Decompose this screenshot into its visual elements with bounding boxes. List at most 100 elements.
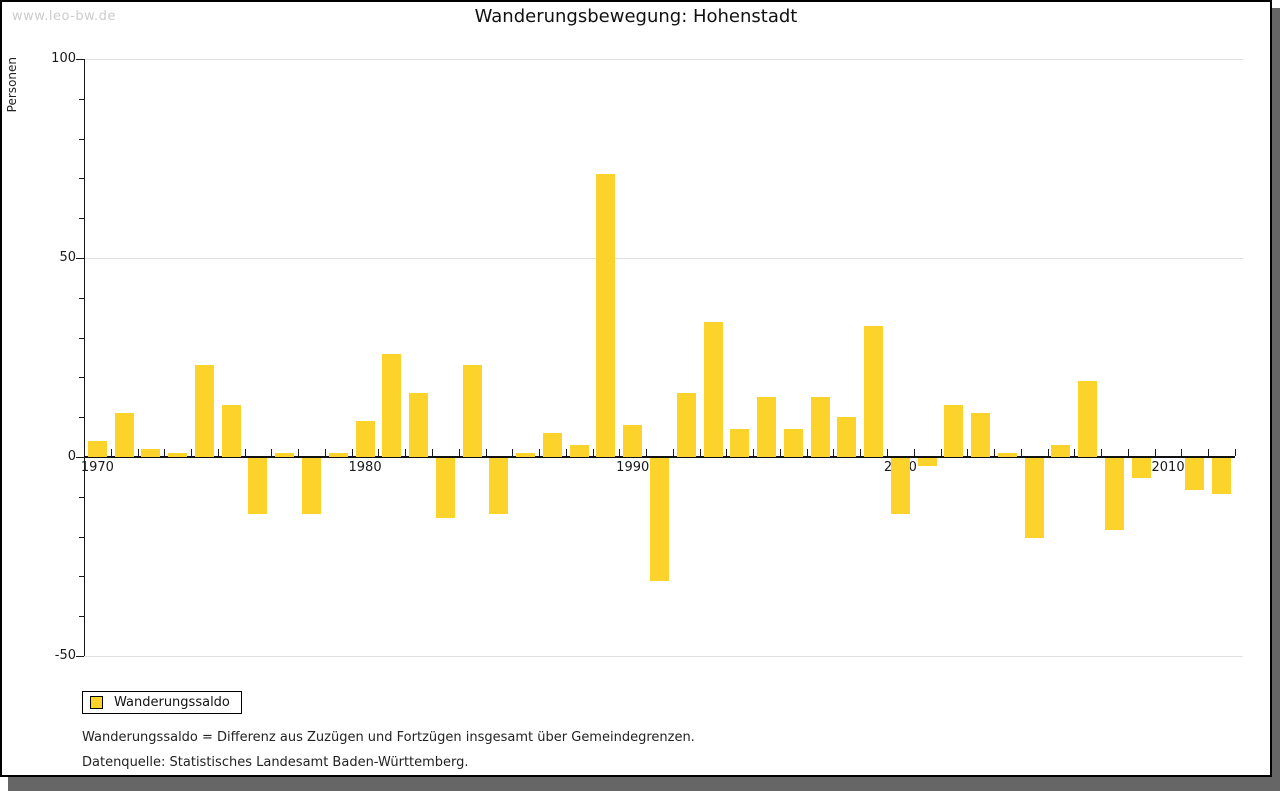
bar-1983 <box>435 458 455 518</box>
x-tick-3 <box>164 449 166 456</box>
legend: Wanderungssaldo <box>82 691 242 714</box>
y-tick-40 <box>79 297 84 299</box>
y-tick-50 <box>76 258 84 259</box>
x-tick-31 <box>913 449 915 456</box>
x-tick-label-1970: 1970 <box>80 460 114 475</box>
x-tick-12 <box>405 449 407 456</box>
x-tick-13 <box>431 449 433 456</box>
x-tick-29 <box>860 449 862 456</box>
legend-label: Wanderungssaldo <box>114 695 230 710</box>
chart-title: Wanderungsbewegung: Hohenstadt <box>474 6 798 27</box>
y-axis-line <box>84 59 85 656</box>
bar-1977 <box>275 453 295 457</box>
bar-1971 <box>114 413 134 457</box>
y-tick-label--50: -50 <box>54 648 76 663</box>
bar-1985 <box>489 458 509 514</box>
bar-2001 <box>917 458 937 466</box>
y-tick--40 <box>79 616 84 618</box>
x-tick-9 <box>324 449 326 456</box>
y-tick-60 <box>79 218 84 220</box>
bar-2002 <box>944 405 964 457</box>
bar-2004 <box>997 453 1017 457</box>
bar-1979 <box>328 453 348 457</box>
window-shadow-bottom <box>8 777 1280 791</box>
bar-1975 <box>221 405 241 457</box>
x-tick-39 <box>1127 449 1129 456</box>
bar-1993 <box>703 321 723 457</box>
gridline-50 <box>84 258 1243 259</box>
x-tick-label-1990: 1990 <box>616 460 650 475</box>
bar-2011 <box>1185 458 1205 490</box>
y-tick-100 <box>76 59 84 60</box>
x-tick-43 <box>1234 449 1236 456</box>
bar-1992 <box>676 393 696 457</box>
bar-1987 <box>542 433 562 457</box>
y-tick-label-100: 100 <box>51 51 76 66</box>
y-tick--50 <box>76 656 84 657</box>
y-tick-70 <box>79 178 84 180</box>
y-tick--10 <box>79 496 84 498</box>
x-tick-15 <box>485 449 487 456</box>
x-tick-41 <box>1181 449 1183 456</box>
x-tick-40 <box>1154 449 1156 456</box>
y-tick-90 <box>79 98 84 100</box>
bar-1972 <box>141 449 161 457</box>
footnote-source: Datenquelle: Statistisches Landesamt Bad… <box>82 755 469 770</box>
bar-1990 <box>623 425 643 457</box>
x-tick-label-1980: 1980 <box>348 460 382 475</box>
bar-1989 <box>596 174 616 457</box>
bar-1981 <box>382 353 402 457</box>
bar-2000 <box>890 458 910 514</box>
x-tick-28 <box>833 449 835 456</box>
x-tick-22 <box>672 449 674 456</box>
x-tick-42 <box>1208 449 1210 456</box>
bar-1996 <box>783 429 803 457</box>
bar-1970 <box>87 441 107 457</box>
x-tick-33 <box>967 449 969 456</box>
y-tick--20 <box>79 536 84 538</box>
footnote-definition: Wanderungssaldo = Differenz aus Zuzügen … <box>82 730 695 745</box>
x-tick-27 <box>806 449 808 456</box>
bar-1998 <box>837 417 857 457</box>
x-tick-32 <box>940 449 942 456</box>
gridline--50 <box>84 656 1243 657</box>
x-tick-0 <box>84 449 85 456</box>
x-tick-1 <box>110 449 112 456</box>
x-tick-14 <box>458 449 460 456</box>
x-tick-4 <box>191 449 193 456</box>
x-tick-17 <box>539 449 541 456</box>
watermark: www.leo-bw.de <box>12 9 116 24</box>
x-tick-10 <box>351 449 353 456</box>
x-tick-18 <box>565 449 567 456</box>
bar-1997 <box>810 397 830 457</box>
legend-swatch-icon <box>90 696 103 709</box>
y-tick-0 <box>76 457 84 458</box>
window-shadow-right <box>1272 8 1280 791</box>
x-tick-38 <box>1101 449 1103 456</box>
bar-1995 <box>757 397 777 457</box>
bar-1986 <box>516 453 536 457</box>
bar-1976 <box>248 458 268 514</box>
x-tick-19 <box>592 449 594 456</box>
y-tick--30 <box>79 576 84 578</box>
bar-2009 <box>1131 458 1151 478</box>
x-tick-2 <box>137 449 139 456</box>
bar-1984 <box>462 365 482 457</box>
x-tick-30 <box>887 449 888 456</box>
bar-1973 <box>168 453 188 457</box>
y-tick-10 <box>79 417 84 419</box>
bar-2007 <box>1078 381 1098 457</box>
bar-2005 <box>1024 458 1044 538</box>
x-tick-36 <box>1047 449 1049 456</box>
bar-1991 <box>649 458 669 582</box>
bar-2003 <box>971 413 991 457</box>
x-tick-16 <box>512 449 514 456</box>
bar-1988 <box>569 445 589 457</box>
gridline-100 <box>84 59 1243 60</box>
y-tick-30 <box>79 337 84 339</box>
x-tick-25 <box>753 449 755 456</box>
x-tick-label-2010: 2010 <box>1151 460 1185 475</box>
x-tick-20 <box>619 449 621 456</box>
